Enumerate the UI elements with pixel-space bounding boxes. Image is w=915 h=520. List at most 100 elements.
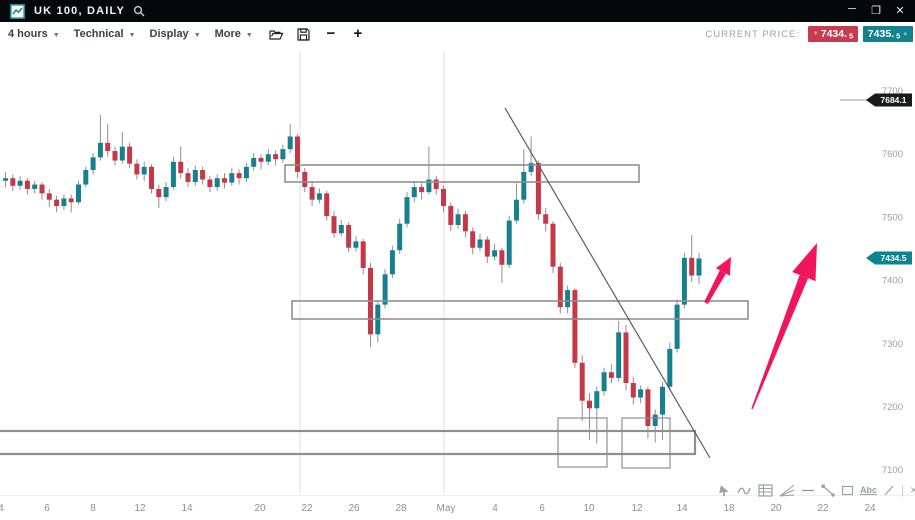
chart-canvas[interactable]: 7700 7600 7500 7400 7300 7200 7100 7684.1 7434.5 [0, 46, 915, 495]
time-axis-label: 14 [181, 503, 193, 514]
candle-body [616, 332, 622, 378]
candle-body [601, 372, 607, 392]
search-icon[interactable] [133, 5, 145, 17]
candle-body [514, 199, 519, 221]
candle-body [492, 250, 498, 257]
candle-body [280, 149, 286, 160]
title-bar: UK 100, DAILY ─ ❐ ✕ [0, 0, 915, 22]
support-zone[interactable] [291, 300, 749, 320]
chevron-down-icon: ▼ [193, 31, 201, 39]
price-tag-7434.5: 7434.5 [866, 251, 912, 265]
zoom-in-icon[interactable]: + [353, 25, 363, 42]
descending-trendline[interactable] [504, 107, 711, 459]
freehand-tool-icon[interactable] [737, 482, 752, 498]
candle-body [185, 173, 191, 183]
candle-body [119, 146, 125, 161]
candle-body [229, 173, 235, 183]
demand-box-1[interactable] [557, 417, 608, 468]
candle-body [506, 220, 512, 265]
candle-body [346, 224, 352, 248]
candle-body [97, 142, 103, 158]
current-price-label: CURRENT PRICE: [705, 28, 800, 40]
small-up-arrow[interactable] [704, 257, 731, 304]
fib-retracement-tool-icon[interactable] [758, 482, 773, 498]
candle-body [535, 163, 541, 215]
time-axis-label: 6 [539, 503, 545, 514]
price-axis-label: 7300 [882, 339, 903, 350]
dropdown-label: Display [149, 28, 189, 40]
candle-body [419, 187, 425, 193]
dropdown-technical[interactable]: Technical ▼ [74, 28, 136, 40]
candle-body [630, 382, 636, 398]
close-icon[interactable]: ✕ [895, 4, 905, 17]
window-controls: ─ ❐ ✕ [845, 0, 907, 22]
candle-body [667, 348, 673, 387]
time-axis-label: 12 [134, 503, 146, 514]
candle-body [295, 136, 300, 172]
candle-body [689, 257, 695, 276]
dropdown-4-hours[interactable]: 4 hours ▼ [8, 28, 60, 40]
zoom-out-icon[interactable]: − [326, 25, 336, 42]
candle-body [83, 170, 89, 185]
candle-body [360, 241, 366, 268]
candle-body [222, 178, 227, 183]
candle-body [127, 146, 133, 164]
minimize-icon[interactable]: ─ [848, 2, 856, 15]
time-axis-label: 4 [492, 503, 498, 514]
restore-icon[interactable]: ❐ [871, 4, 881, 17]
candle-body [594, 391, 600, 409]
bottom-band[interactable] [0, 429, 697, 456]
price-tag-value: 7684.1 [881, 95, 907, 105]
large-up-arrow[interactable] [751, 243, 817, 410]
time-axis-label: 8 [90, 503, 96, 514]
up-tick-icon: ▲ [902, 31, 909, 37]
candle-body [623, 332, 629, 383]
price-value: 7435. [867, 28, 895, 40]
candle-body [674, 304, 680, 349]
candle-body [404, 197, 410, 224]
text-tool-icon[interactable]: Abc [860, 485, 878, 495]
candle-body [316, 193, 322, 200]
chevron-down-icon: ▼ [128, 31, 136, 39]
candle-body [302, 171, 308, 188]
save-icon[interactable] [296, 26, 312, 42]
buy-price-button[interactable]: 7435. 5 ▲ [863, 26, 913, 42]
window-title: UK 100, DAILY [34, 5, 125, 17]
candle-body [484, 239, 490, 257]
candle-body [258, 157, 264, 162]
candle-body [382, 274, 388, 305]
diagonal-line-tool-icon[interactable] [883, 482, 895, 498]
candle-body [433, 179, 439, 189]
time-axis[interactable]: 4 6 8 12 14 20 22 26 28 May 4 6 10 12 14 18 20 22 24 [0, 495, 915, 520]
sell-price-button[interactable]: ▼ 7434. 5 [808, 26, 858, 42]
dropdown-more[interactable]: More ▼ [215, 28, 253, 40]
fan-lines-tool-icon[interactable] [779, 482, 795, 498]
demand-box-2[interactable] [621, 417, 671, 469]
candle-body [309, 187, 315, 200]
price-axis-label: 7200 [882, 402, 903, 413]
candle-body [338, 224, 344, 234]
candle-body [521, 171, 527, 200]
candle-body [587, 400, 592, 409]
open-folder-icon[interactable] [269, 26, 285, 42]
horizontal-line-tool-icon[interactable] [801, 482, 815, 498]
time-axis-label: 20 [254, 503, 266, 514]
candle-body [652, 414, 658, 426]
candle-body [448, 206, 454, 225]
rectangle-tool-icon[interactable] [841, 482, 854, 498]
dropdown-display[interactable]: Display ▼ [150, 28, 201, 40]
resistance-zone[interactable] [284, 164, 640, 183]
delete-drawing-icon[interactable]: × [910, 483, 915, 497]
pointer-tool-icon[interactable] [718, 482, 731, 498]
candle-body [39, 184, 45, 194]
trendline-tool-icon[interactable] [821, 482, 835, 498]
time-axis-label: 18 [723, 503, 735, 514]
candle-body [645, 389, 651, 426]
candle-body [411, 187, 417, 198]
candle-body [572, 290, 578, 363]
price-axis-label: 7700 [882, 86, 903, 97]
candle-body [214, 178, 220, 188]
candle-body [200, 170, 206, 180]
candle-body [696, 258, 702, 276]
